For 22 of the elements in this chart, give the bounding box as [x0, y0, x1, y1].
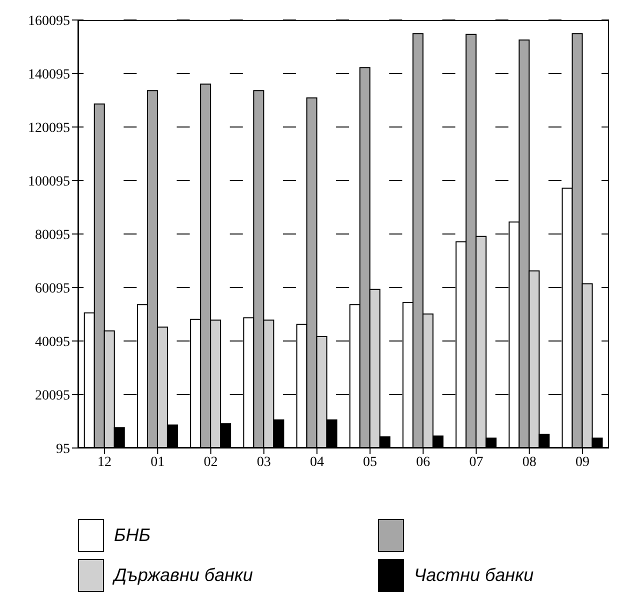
x-tick-label: 12 [98, 454, 112, 470]
x-tick-label: 04 [310, 454, 324, 470]
y-tick-label: 40095 [35, 334, 70, 350]
y-tick-label: 95 [56, 442, 70, 457]
y-tick-label: 80095 [35, 228, 70, 243]
y-tick-label: 120095 [28, 120, 70, 136]
legend-label: Частни банки [414, 564, 534, 586]
y-tick-label: 60095 [35, 281, 70, 296]
x-tick-label: 07 [469, 454, 484, 470]
y-tick-label: 160095 [28, 14, 70, 29]
y-tick-label: 140095 [28, 67, 70, 82]
x-tick-label: 01 [150, 454, 165, 470]
x-tick-label: 09 [575, 454, 590, 470]
x-tick-label: 06 [416, 454, 430, 470]
legend-label: Държавни банки [114, 564, 253, 586]
x-tick-label: 03 [256, 454, 271, 470]
x-tick-label: 02 [204, 454, 218, 470]
y-tick-label: 20095 [35, 388, 70, 404]
x-tick-label: 08 [522, 454, 536, 470]
y-tick-label: 100095 [28, 174, 70, 190]
legend-label: БНБ [114, 524, 150, 546]
x-tick-label: 05 [363, 454, 378, 470]
